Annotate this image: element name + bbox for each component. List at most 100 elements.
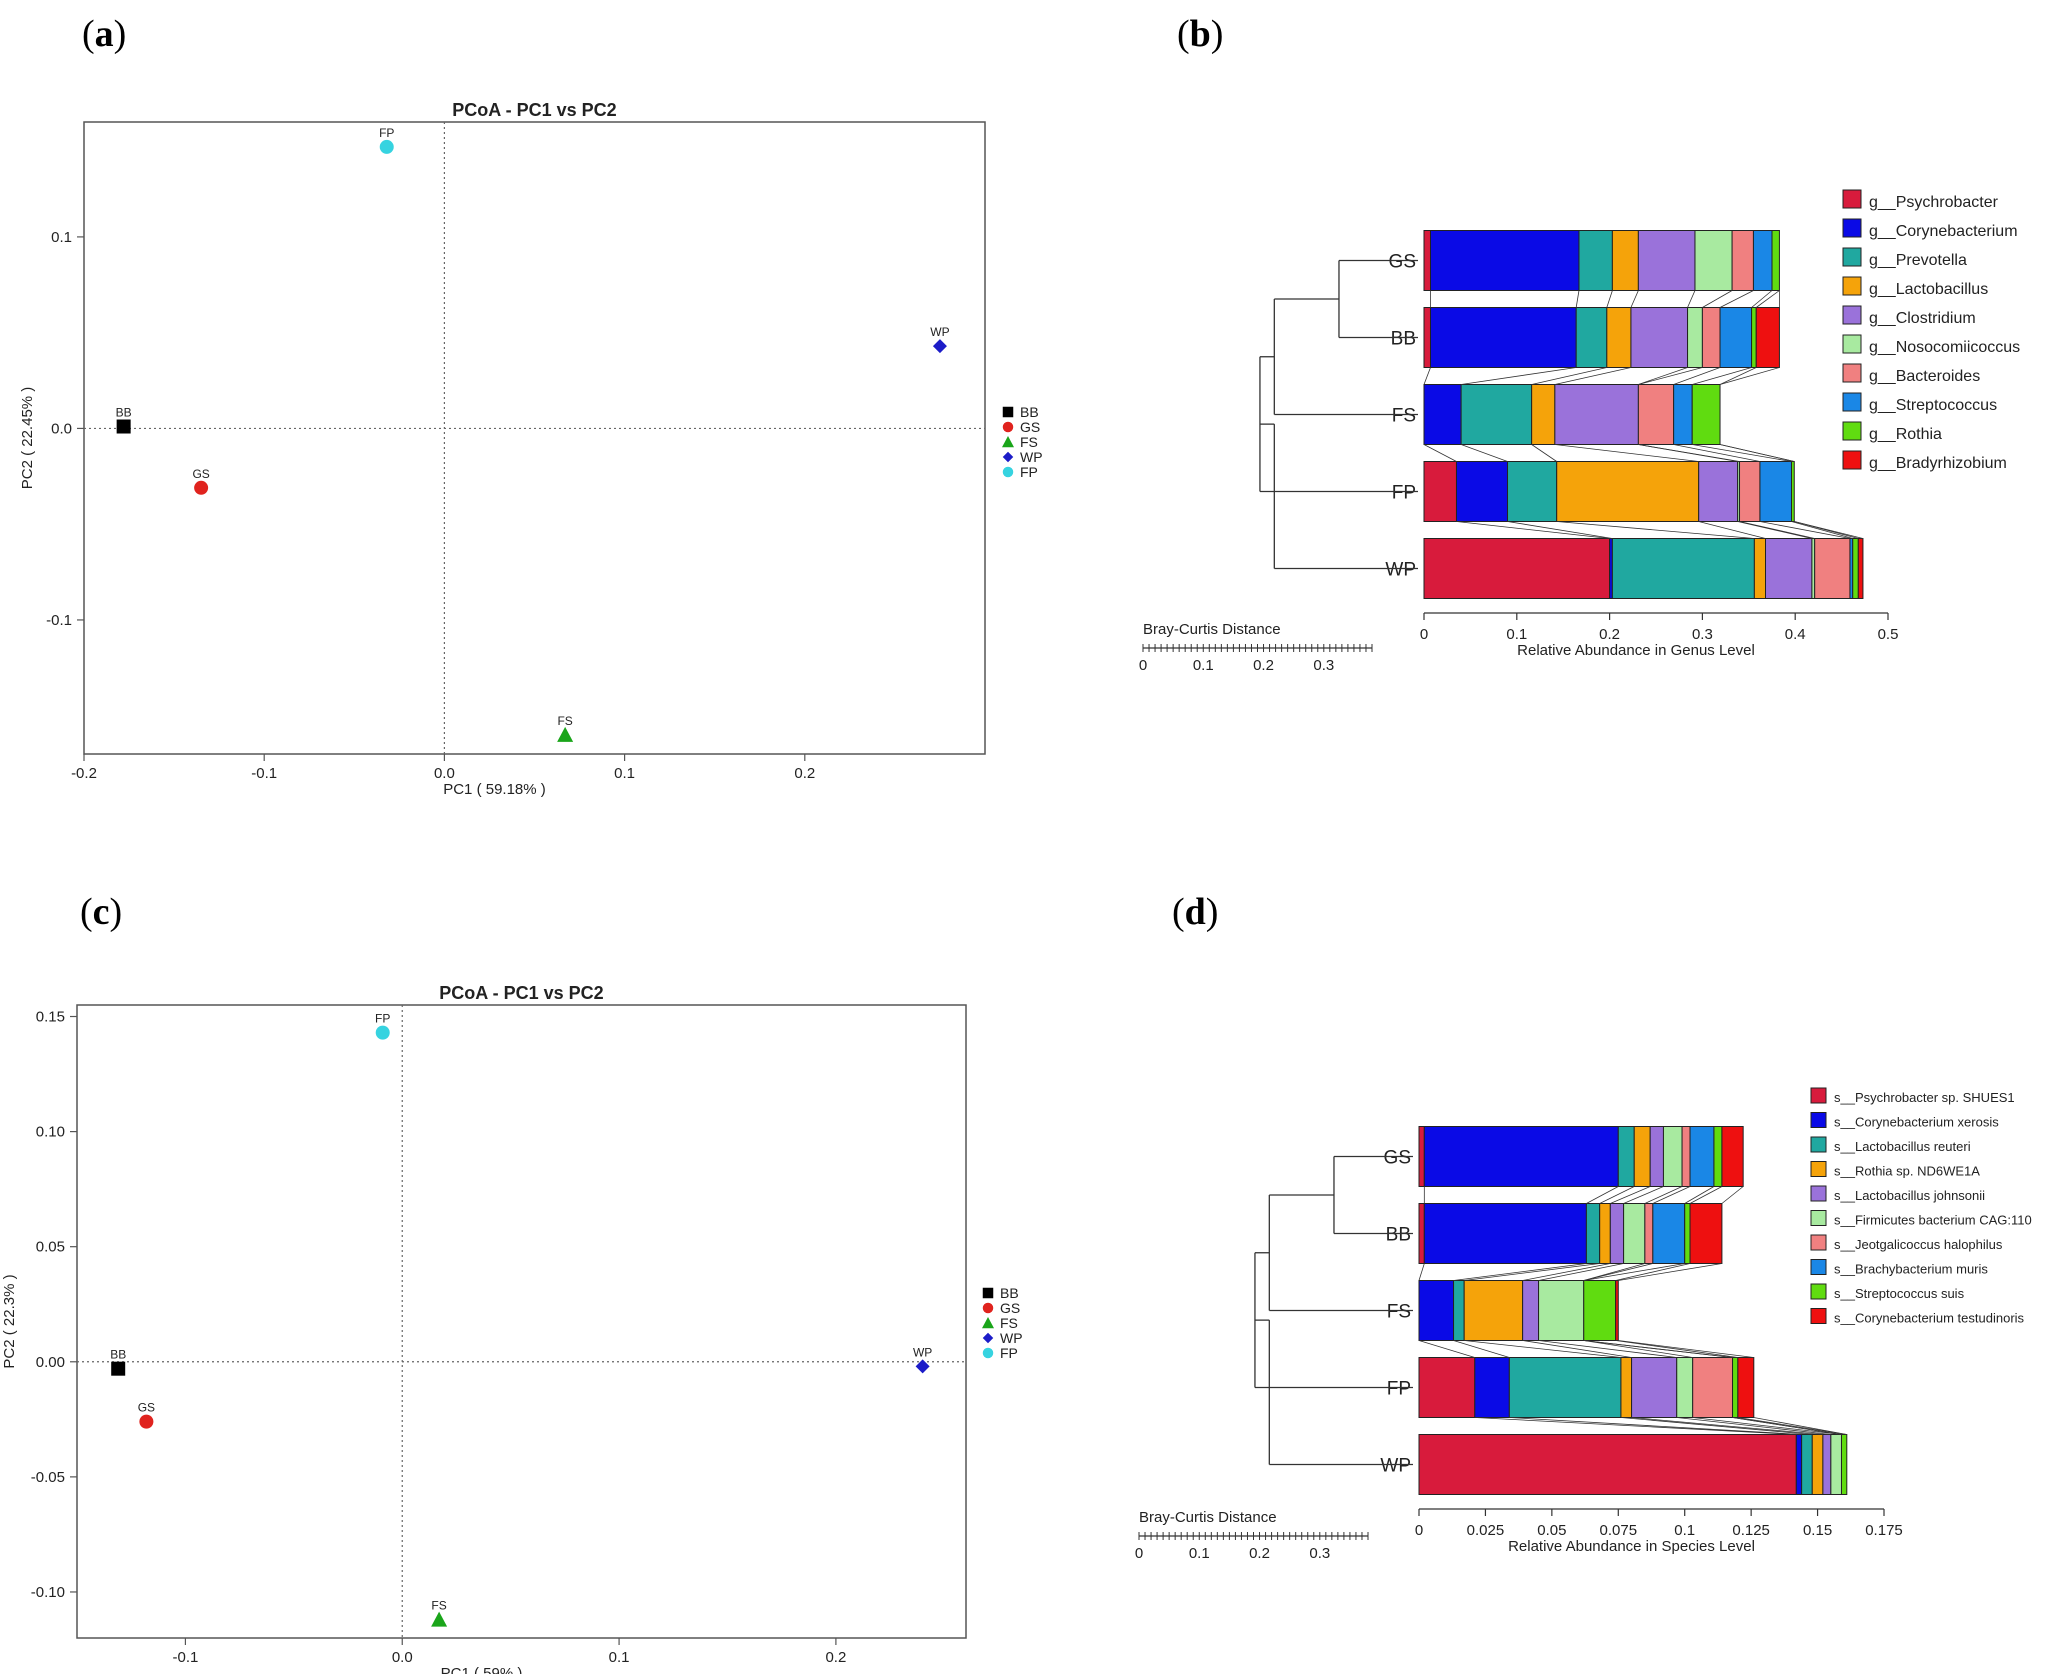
- bar-connector: [1556, 521, 1755, 539]
- x-tick-label: 0.1: [1674, 1522, 1695, 1539]
- sample-label-bb: BB: [1391, 329, 1416, 350]
- data-point-fp: [379, 139, 394, 154]
- y-tick-label: -0.10: [31, 1584, 65, 1601]
- bar-segment: [1698, 461, 1739, 522]
- legend-marker-bb: [1002, 406, 1014, 418]
- y-axis-label: PC2 ( 22.45% ): [19, 387, 36, 490]
- data-point-gs: [139, 1414, 154, 1429]
- x-axis-label: PC1 ( 59% ): [441, 1665, 523, 1674]
- data-point-label: BB: [110, 1348, 126, 1362]
- bar-segment: [1684, 1203, 1691, 1264]
- bar-segment: [1531, 384, 1556, 445]
- bar-segment: [1822, 1434, 1832, 1495]
- bar-connector: [1652, 1186, 1691, 1204]
- bar-segment: [1585, 1203, 1601, 1264]
- x-tick-label: 0.1: [614, 765, 635, 782]
- legend-swatch: [1810, 1112, 1827, 1128]
- data-point-label: WP: [930, 325, 949, 339]
- dendrogram-scale-label: Bray-Curtis Distance: [1139, 1509, 1277, 1526]
- x-tick-label: 0.4: [1785, 626, 1806, 643]
- chart-title: PCoA - PC1 vs PC2: [452, 100, 616, 120]
- bar-segment: [1652, 1203, 1686, 1264]
- bar-segment: [1694, 230, 1733, 291]
- bar-connector: [1618, 1340, 1754, 1358]
- data-point-label: FP: [375, 1012, 390, 1026]
- bar-connector: [1575, 290, 1580, 308]
- bar-connector: [1423, 367, 1431, 385]
- legend-label: s__Brachybacterium muris: [1834, 1262, 1988, 1277]
- bar-connector: [1638, 444, 1740, 462]
- x-tick-label: -0.1: [251, 765, 277, 782]
- data-point-gs: [194, 480, 209, 495]
- bar-connector: [1719, 444, 1795, 462]
- bar-segment: [1689, 1126, 1715, 1187]
- bar-segment: [1790, 461, 1795, 522]
- legend-label: FP: [1020, 464, 1038, 480]
- bar-segment: [1418, 1434, 1797, 1495]
- dendrogram-tick-label: 0.3: [1309, 1545, 1330, 1562]
- data-point-label: WP: [913, 1345, 932, 1359]
- bar-connector: [1456, 521, 1610, 539]
- bar-connector: [1739, 521, 1815, 539]
- bar-connector: [1583, 1340, 1693, 1358]
- bar-connector: [1583, 1340, 1733, 1358]
- legend-swatch: [1810, 1308, 1827, 1324]
- bar-connector: [1737, 521, 1812, 539]
- bar-segment: [1554, 384, 1639, 445]
- bar-segment: [1615, 1280, 1619, 1341]
- x-tick-label: 0.175: [1865, 1522, 1903, 1539]
- data-point-label: FP: [379, 126, 394, 140]
- bar-segment: [1620, 1357, 1633, 1418]
- bar-connector: [1702, 290, 1733, 308]
- y-tick-label: 0.15: [36, 1009, 65, 1026]
- x-tick-label: 0.0: [392, 1649, 413, 1666]
- stacked-bar-chart-d: GS BB FS FP WP 0 0.025 0.05 0.075 0.1 0.125 0.15 0.1…: [1135, 1087, 2032, 1562]
- legend-marker-fs: [1002, 436, 1014, 448]
- bar-connector: [1692, 444, 1792, 462]
- bar-segment: [1857, 538, 1864, 599]
- bar-connector: [1673, 367, 1721, 385]
- sample-label-bb: BB: [1386, 1225, 1411, 1246]
- dendrogram-tick-label: 0.2: [1253, 657, 1274, 674]
- bar-segment: [1687, 307, 1703, 368]
- bar-segment: [1418, 1357, 1476, 1418]
- legend-swatch: [1842, 305, 1862, 325]
- legend-swatch: [1810, 1185, 1827, 1202]
- x-tick-label: 0.025: [1467, 1522, 1505, 1539]
- bar-segment: [1637, 384, 1675, 445]
- panel-label-c: (c): [80, 891, 122, 933]
- bar-segment: [1721, 1126, 1744, 1187]
- bar-connector: [1423, 444, 1457, 462]
- legend-label: WP: [1000, 1330, 1023, 1346]
- bar-segment: [1418, 1126, 1425, 1187]
- bar-segment: [1611, 538, 1755, 599]
- bar-segment: [1795, 1434, 1803, 1495]
- legend-label: g__Bradyrhizobium: [1869, 455, 2007, 472]
- bar-connector: [1606, 290, 1613, 308]
- bar-connector: [1531, 367, 1607, 385]
- bar-connector: [1538, 1263, 1624, 1281]
- legend-label: g__Bacteroides: [1869, 368, 1980, 385]
- legend-marker-gs: [982, 1302, 994, 1314]
- sample-label-fp: FP: [1387, 1379, 1411, 1400]
- legend-swatch: [1842, 363, 1862, 383]
- bar-segment: [1637, 230, 1696, 291]
- y-tick-label: 0.05: [36, 1239, 65, 1256]
- bar-segment: [1840, 1434, 1848, 1495]
- bar-segment: [1463, 1280, 1524, 1341]
- plot-frame: [83, 121, 986, 755]
- bar-segment: [1814, 538, 1851, 599]
- bar-connector: [1676, 1417, 1831, 1435]
- bar-segment: [1631, 1357, 1678, 1418]
- legend-label: BB: [1000, 1285, 1019, 1301]
- bar-segment: [1429, 307, 1577, 368]
- bar-connector: [1759, 521, 1851, 539]
- y-axis-label: PC2 ( 22.3% ): [1, 1274, 18, 1368]
- bar-segment: [1418, 1203, 1425, 1264]
- dendrogram-tick-label: 0: [1135, 1545, 1143, 1562]
- x-tick-label: -0.1: [172, 1649, 198, 1666]
- x-axis-label: PC1 ( 59.18% ): [443, 781, 546, 798]
- x-tick-label: 0.5: [1878, 626, 1899, 643]
- bar-segment: [1609, 1203, 1625, 1264]
